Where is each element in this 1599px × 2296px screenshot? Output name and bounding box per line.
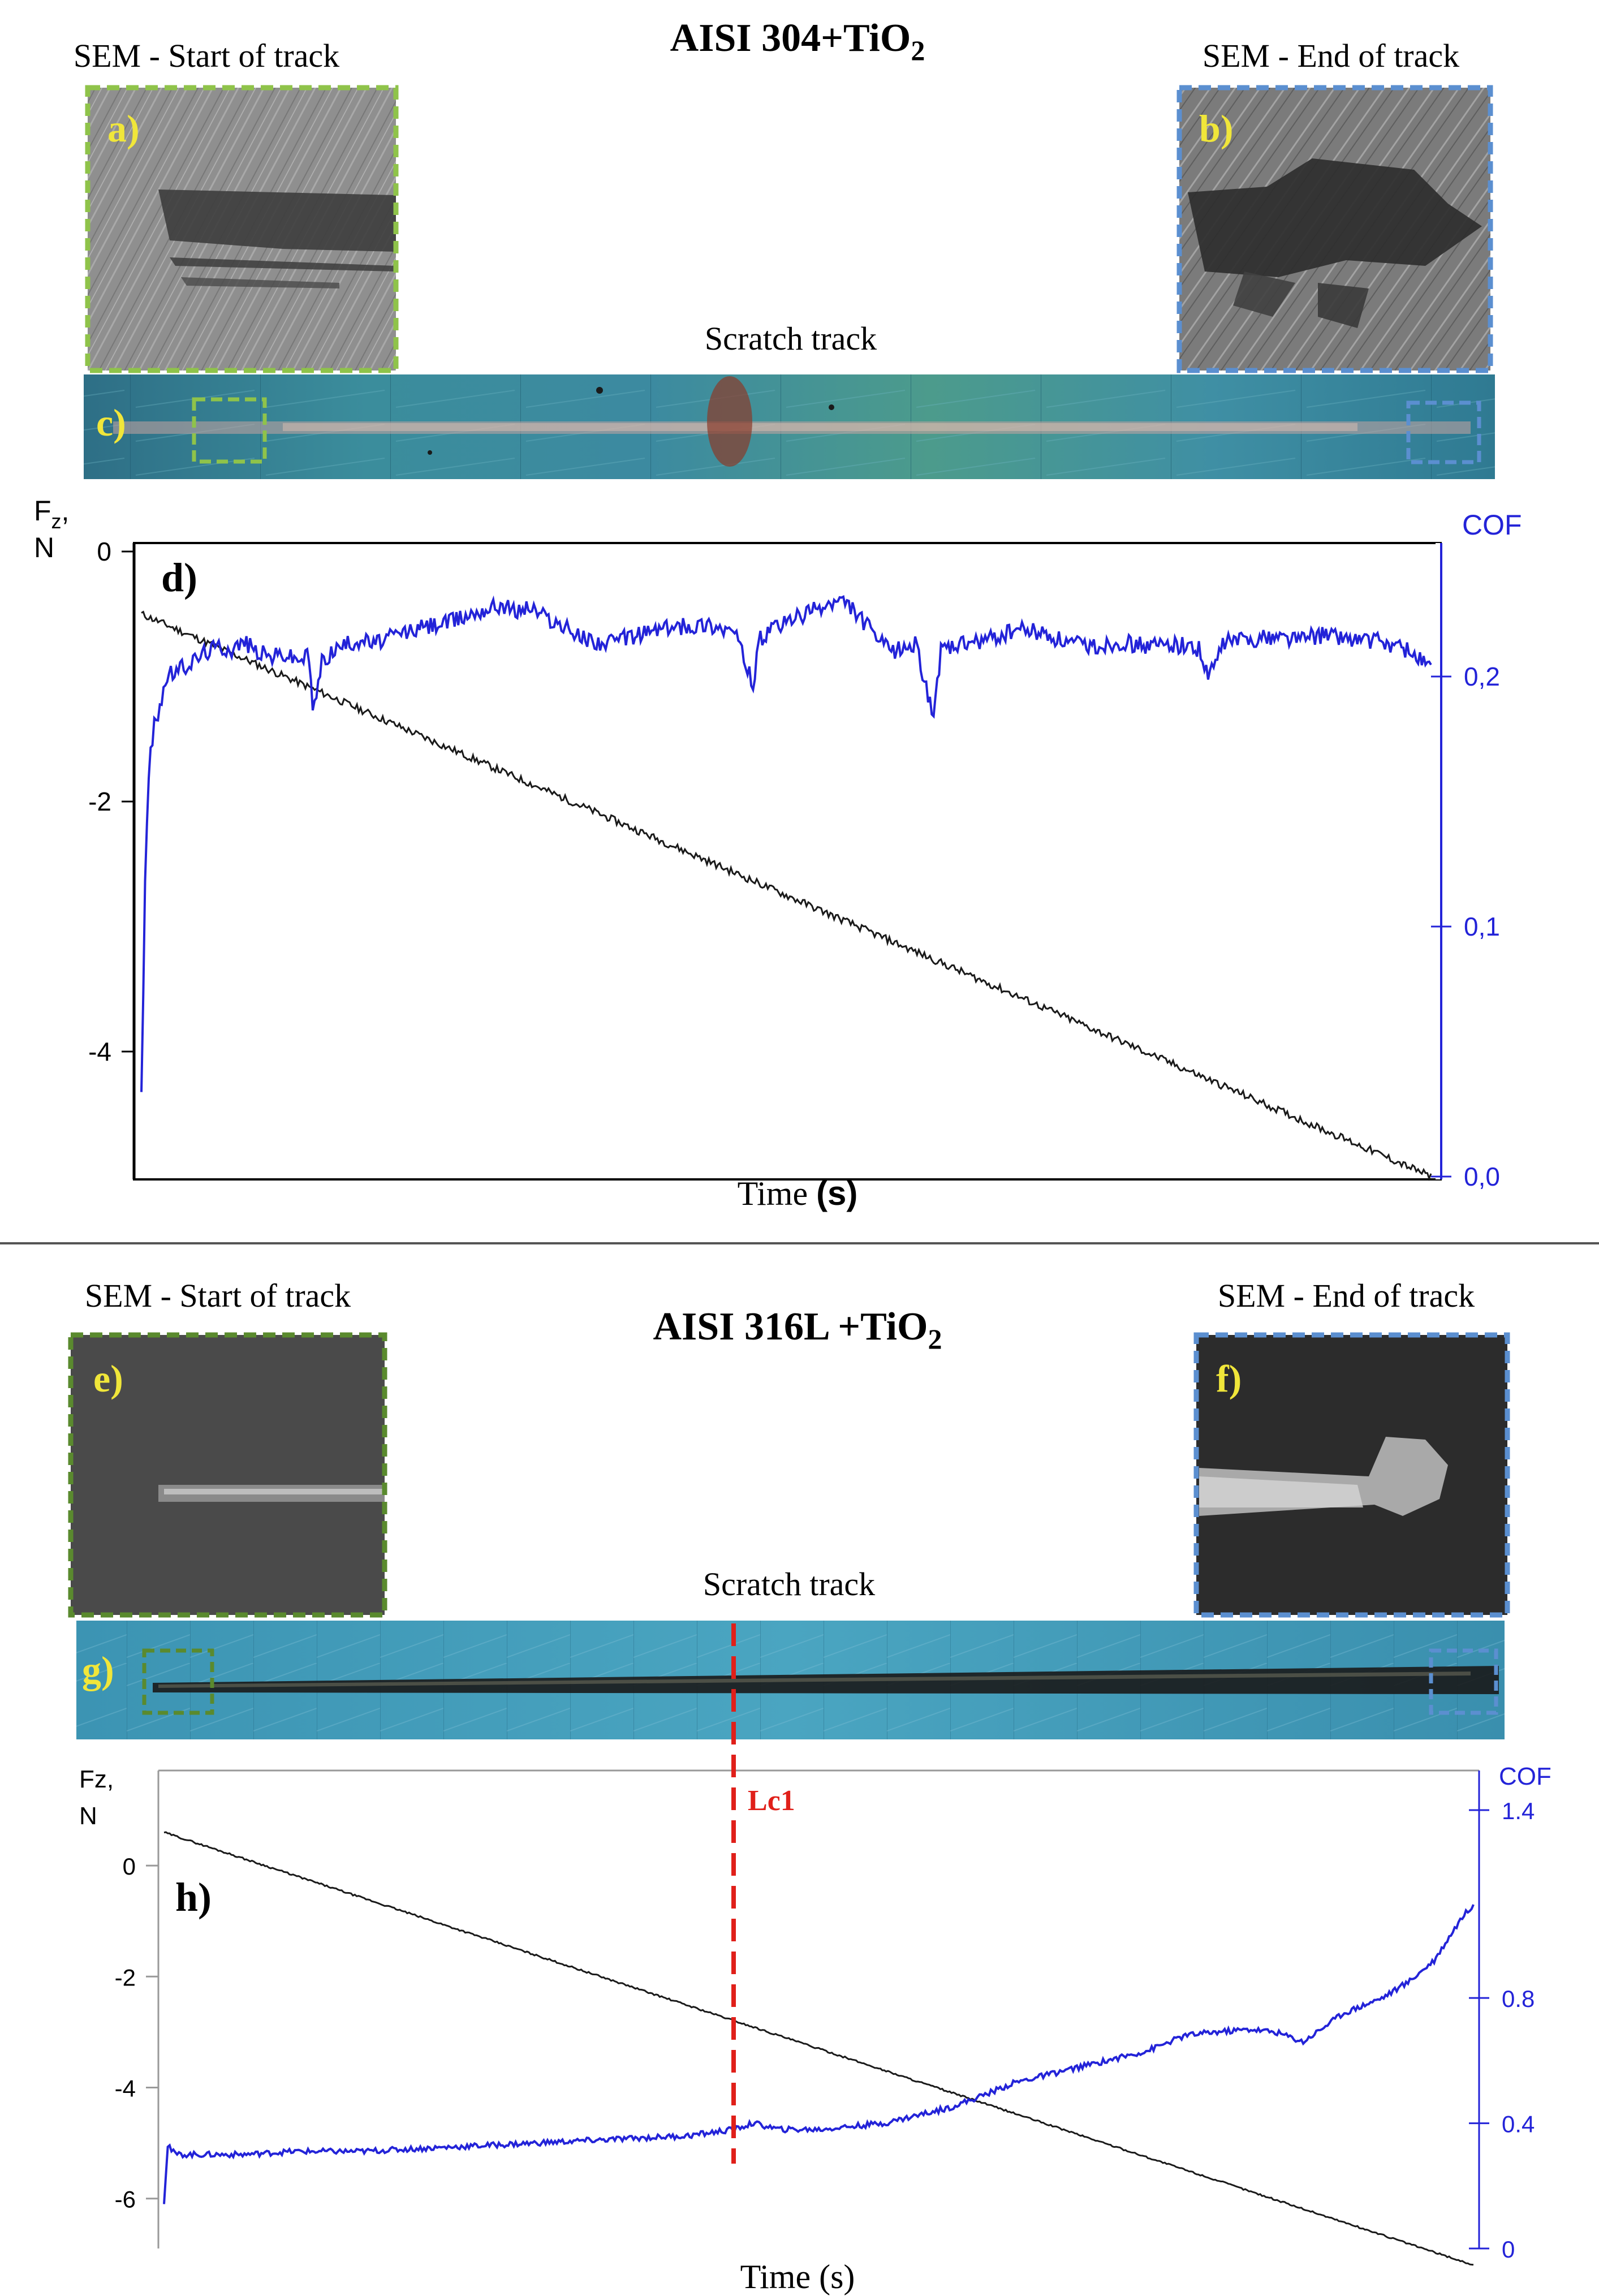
chart-d-plot-frame [133,542,1442,1181]
left-tick-label: 0 [97,537,111,566]
cof-series-line [163,1904,1475,2204]
right-tick-label: 0 [1502,2236,1515,2263]
top-section: AISI 304+TiO2 SEM - Start of track SEM -… [0,16,1599,1244]
sem-image-end: b) [1176,85,1493,373]
panel-f-label: f) [1216,1357,1242,1400]
right-tick-label: 0,2 [1464,662,1500,691]
left-tick-label: -6 [115,2186,136,2213]
bottom-title: AISI 316L +TiO2 [653,1305,942,1355]
scratch-groove [113,421,1471,434]
rust-spot [707,376,752,467]
left-tick-label: -2 [115,1964,136,1991]
left-tick-label: -4 [115,2075,136,2102]
scratch-track-image-top: c) [84,374,1495,479]
wear-patch [158,189,396,252]
left-tick-label: 0 [123,1853,136,1880]
blue-roi-box [1429,1648,1498,1715]
right-tick-label: 1.4 [1502,1798,1535,1824]
bottom-scratch-label: Scratch track [703,1566,875,1603]
panel-b-label: b) [1199,107,1233,150]
bottom-section: AISI 316L +TiO2 SEM - Start of track SEM… [68,1277,1551,2295]
chart-d-ylabel-left-unit: N [34,532,54,563]
blue-dashed-frame [1193,1332,1510,1618]
normal-force-series-line [163,1831,1474,2266]
left-tick-label: -4 [88,1037,111,1066]
right-tick-label: 0,1 [1464,912,1500,941]
blue-roi-box [1406,400,1481,464]
sem-image-end: f) [1193,1332,1510,1618]
bottom-title-subscript: 2 [928,1323,942,1355]
panel-a-label: a) [107,107,140,150]
wear-patch [1188,158,1482,277]
left-tick-label: -2 [88,787,111,816]
green-roi-box [142,1648,214,1715]
chart-h-xlabel: Time (s) [740,2258,855,2295]
green-dashed-frame [85,85,399,373]
chart-h-ylabel-left-unit: N [79,1802,97,1830]
lc1-label: Lc1 [748,1785,795,1817]
blue-dashed-frame [1176,85,1493,373]
right-tick-label: 0,0 [1464,1162,1500,1191]
sem-image-start: e) [68,1332,387,1618]
chart-d-ylabel-right: COF [1462,509,1522,541]
chart-h-ylabel-left: Fz, [79,1765,114,1793]
bottom-sem-start-label: SEM - Start of track [85,1277,351,1314]
green-roi-box [192,397,267,464]
top-scratch-label: Scratch track [705,320,877,357]
chart-d-xlabel: Time (s) [738,1174,858,1212]
green-dashed-frame [68,1332,387,1618]
chart-h-marks: 0 -2 -4 -6 1.4 0.8 0.4 0 [115,1798,1535,2266]
sem-image-start: a) [85,85,399,373]
chart-d: 0 -2 -4 0,2 0,1 0,0 Fz, N COF d) Time (s) [34,495,1522,1212]
chart-h-ylabel-right: COF [1499,1763,1551,1790]
top-sem-start-label: SEM - Start of track [74,37,339,74]
top-title: AISI 304+TiO2 [670,16,925,66]
right-tick-label: 0.4 [1502,2111,1535,2138]
chart-d-ylabel-left: Fz, [34,495,69,533]
top-title-subscript: 2 [911,35,925,66]
top-sem-end-label: SEM - End of track [1203,37,1459,74]
panel-c-label: c) [96,401,126,444]
panel-g-label: g) [82,1648,114,1691]
chart-h: 0 -2 -4 -6 1.4 0.8 0.4 0 Lc1 Fz, N COF h) Time … [79,1623,1551,2295]
cof-series-line [140,595,1432,1092]
bottom-sem-end-label: SEM - End of track [1218,1277,1475,1314]
panel-d-label: d) [161,555,197,600]
scratch-track-image-bottom: g) [76,1621,1505,1739]
normal-force-series-line [141,610,1432,1182]
chart-d-marks: 0 -2 -4 0,2 0,1 0,0 [88,537,1500,1191]
panel-e-label: e) [93,1357,123,1400]
panel-h-label: h) [175,1875,212,1920]
right-tick-label: 0.8 [1502,1985,1535,2012]
